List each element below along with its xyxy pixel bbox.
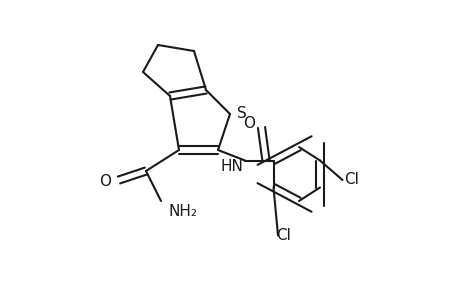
Text: Cl: Cl [276,228,291,243]
Text: S: S [237,106,247,122]
Text: O: O [99,174,111,189]
Text: HN: HN [220,159,243,174]
Text: Cl: Cl [343,172,358,188]
Text: O: O [243,116,255,130]
Text: NH₂: NH₂ [168,204,197,219]
